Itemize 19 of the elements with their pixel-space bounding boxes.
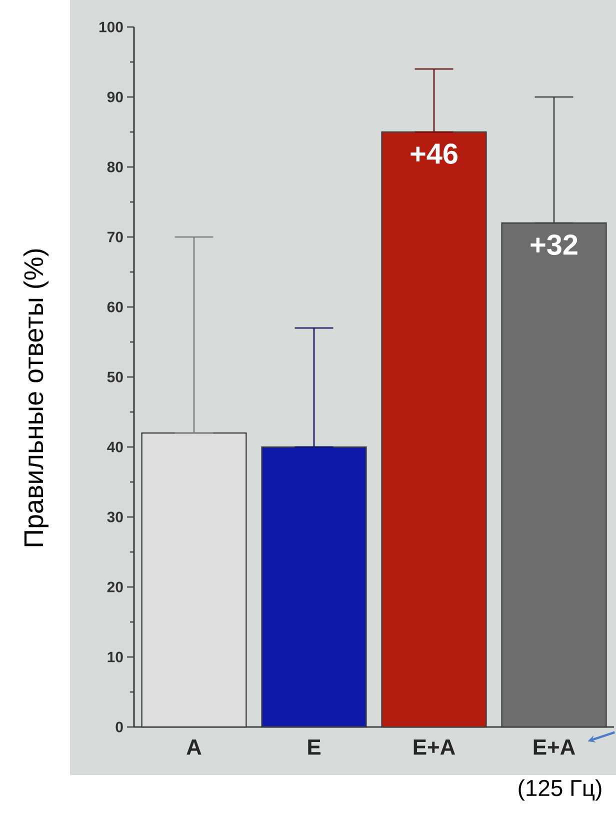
y-tick-label: 30 <box>107 512 123 522</box>
annotation: +32 <box>530 234 578 256</box>
y-tick-label: 60 <box>107 302 123 312</box>
y-tick-label: 20 <box>107 582 123 592</box>
y-tick-label: 10 <box>108 652 123 662</box>
y-tick-label: 50 <box>107 372 123 382</box>
y-tick-label: 70 <box>108 232 123 242</box>
y-tick-label: 100 <box>99 22 123 32</box>
x-tick-label: A <box>186 740 202 755</box>
x-tick-label: E+A <box>534 740 576 755</box>
y-tick-label: 0 <box>116 722 123 732</box>
y-axis-title: Правильные ответы (%) <box>23 249 49 546</box>
y-tick-label: 90 <box>107 92 123 102</box>
annotation: +46 <box>410 144 458 164</box>
x-tick-label: E+A <box>414 740 456 755</box>
y-tick-label: 40 <box>107 442 123 452</box>
x-tick-label: E <box>308 740 320 755</box>
y-tick-label: 80 <box>107 162 123 172</box>
text: (125 Гц) <box>518 779 602 801</box>
